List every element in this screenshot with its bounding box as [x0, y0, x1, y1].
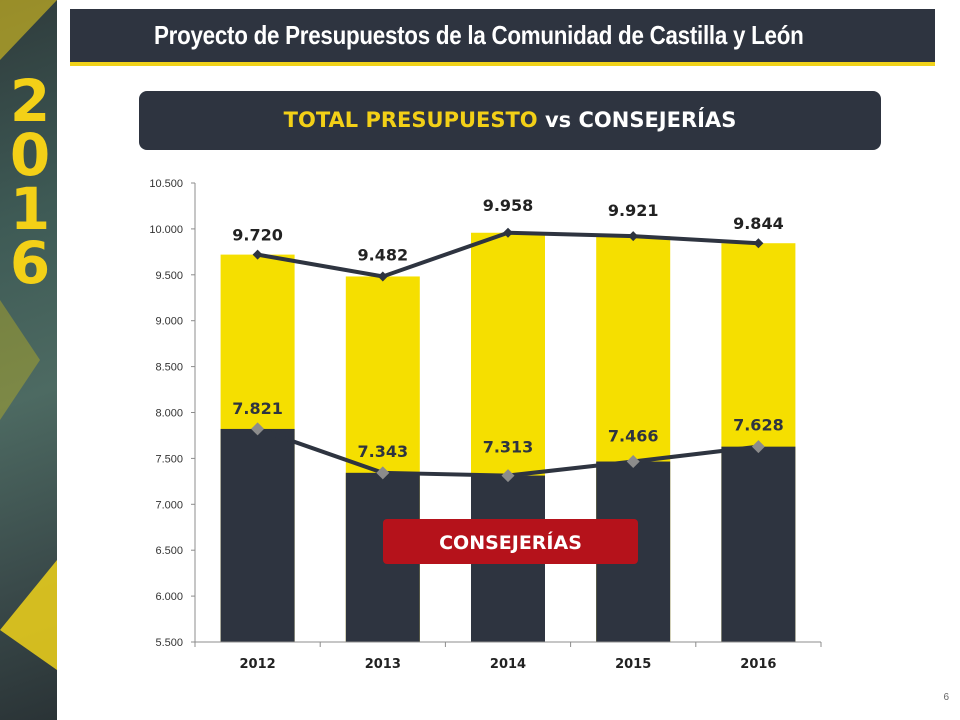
chart-title-part1: TOTAL PRESUPUESTO	[283, 108, 538, 132]
total-data-label: 9.844	[733, 214, 784, 233]
page-number: 6	[943, 692, 949, 703]
bar-consejerias	[220, 428, 295, 642]
x-tick-label: 2013	[365, 657, 401, 672]
chart-title-box: TOTAL PRESUPUESTO vs CONSEJERÍAS	[139, 91, 881, 150]
y-tick-label: 9.500	[155, 270, 183, 282]
total-point	[252, 249, 263, 260]
total-data-label: 9.482	[357, 245, 408, 264]
consejerias-point	[376, 466, 390, 480]
x-tick-label: 2016	[740, 657, 776, 672]
total-data-label: 9.921	[608, 201, 659, 220]
side-yellow-shape	[0, 300, 40, 420]
chart-title-part3: CONSEJERÍAS	[578, 108, 737, 132]
consejerias-data-label: 7.466	[608, 427, 659, 446]
consejerias-point	[751, 440, 765, 454]
bar-consejerias	[721, 446, 796, 642]
consejerias-point	[501, 469, 515, 483]
page-title: Proyecto de Presupuestos de la Comunidad…	[154, 20, 804, 50]
consejerias-data-label: 7.821	[232, 399, 283, 418]
side-decoration: 2 0 1 6	[0, 0, 57, 720]
side-year: 2 0 1 6	[4, 67, 54, 297]
y-tick-label: 9.000	[155, 316, 183, 328]
consejerias-data-label: 7.628	[733, 416, 784, 435]
total-point	[753, 238, 764, 249]
side-yellow-shape	[0, 0, 57, 60]
consejerias-label: CONSEJERÍAS	[439, 531, 582, 554]
consejerias-data-label: 7.343	[357, 442, 408, 461]
year-digit: 0	[9, 121, 50, 189]
consejerias-point	[626, 455, 640, 469]
year-digit: 6	[9, 229, 50, 297]
consejerias-point	[251, 422, 265, 436]
consejerias-label-box	[383, 519, 638, 564]
x-tick-label: 2014	[490, 657, 526, 672]
consejerias-data-label: 7.313	[483, 438, 534, 457]
side-yellow-shape	[0, 560, 57, 670]
y-tick-label: 6.000	[155, 591, 183, 603]
year-digit: 2	[9, 67, 50, 135]
y-tick-label: 10.000	[149, 224, 183, 236]
chart-title-part2: vs	[537, 108, 579, 132]
y-tick-label: 7.000	[155, 499, 183, 511]
total-point	[503, 227, 513, 238]
y-tick-label: 10.500	[149, 178, 183, 190]
total-data-label: 9.720	[232, 226, 283, 245]
y-tick-label: 6.500	[155, 545, 183, 557]
year-digit: 1	[9, 175, 50, 243]
y-tick-label: 8.000	[155, 408, 183, 420]
total-point	[628, 231, 639, 242]
y-tick-label: 8.500	[155, 362, 183, 374]
y-tick-label: 5.500	[155, 637, 183, 649]
y-tick-label: 7.500	[155, 453, 183, 465]
x-tick-label: 2012	[240, 657, 276, 672]
x-tick-label: 2015	[615, 657, 651, 672]
header-bar: Proyecto de Presupuestos de la Comunidad…	[70, 9, 935, 66]
total-point	[377, 271, 388, 282]
total-data-label: 9.958	[483, 196, 534, 215]
